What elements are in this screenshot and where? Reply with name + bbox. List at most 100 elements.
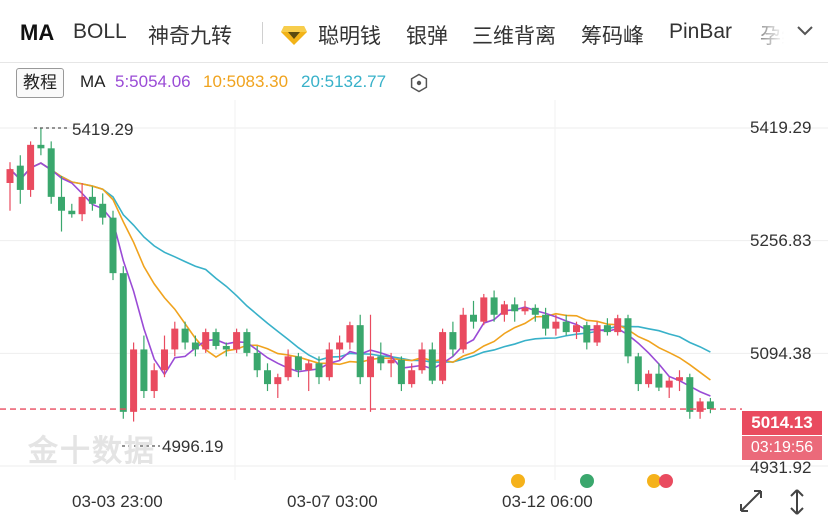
candle-body <box>367 356 374 378</box>
candle-body <box>109 217 117 274</box>
tab-bar-fade <box>742 2 802 60</box>
time-axis-label: 03-07 03:00 <box>287 492 378 511</box>
candle-body <box>294 356 302 371</box>
candle-body <box>624 318 632 357</box>
tab-magic-nine[interactable]: 神奇九转 <box>148 25 232 48</box>
candle-body <box>634 356 642 385</box>
candle-body <box>37 144 45 149</box>
price-axis-label: 5419.29 <box>750 118 812 137</box>
candle-body <box>161 349 168 371</box>
candle-body <box>233 332 241 350</box>
candle-body <box>6 169 14 183</box>
price-axis-label: 5256.83 <box>750 231 812 250</box>
candle-body <box>676 377 683 381</box>
candle-body <box>593 325 601 343</box>
candle-body <box>119 273 127 412</box>
event-dot[interactable] <box>647 474 661 488</box>
time-axis-label: 03-12 06:00 <box>502 492 593 511</box>
candle-body <box>665 380 673 388</box>
tab-silver-bullet[interactable]: 银弹 <box>406 25 448 48</box>
candle-body <box>171 328 179 350</box>
candle-body <box>542 314 550 329</box>
candle-body <box>490 297 498 315</box>
candle-body <box>686 377 694 412</box>
candlestick-chart[interactable] <box>0 100 828 480</box>
price-axis-label: 5094.38 <box>750 344 812 363</box>
candle-body <box>140 349 148 392</box>
candle-body <box>418 349 426 371</box>
candle-body <box>397 359 405 385</box>
candle-body <box>696 401 704 412</box>
candle-body <box>346 325 354 343</box>
candle-body <box>253 352 261 371</box>
tab-divider <box>262 22 263 44</box>
candle-body <box>377 356 385 364</box>
candle-body <box>16 165 24 190</box>
ma5-value: 5:5054.06 <box>115 72 191 91</box>
candle-body <box>531 307 539 315</box>
tab-ma[interactable]: MA <box>20 20 55 45</box>
candle-body <box>645 373 653 385</box>
candle-body <box>356 325 364 378</box>
settings-hex-icon[interactable] <box>409 73 429 98</box>
candle-body <box>305 363 313 371</box>
candle-body <box>181 328 189 343</box>
candle-body <box>449 332 457 350</box>
watermark: 金十数据 <box>28 435 156 468</box>
candle-body <box>222 345 230 350</box>
candle-body <box>325 349 333 378</box>
low-price-annotation: 4996.19 <box>162 437 224 456</box>
candle-body <box>150 370 158 392</box>
expand-icon[interactable] <box>738 488 764 519</box>
diamond-icon <box>281 24 307 51</box>
candle-body <box>428 349 436 381</box>
candle-body <box>274 377 282 385</box>
candle-body <box>459 314 467 350</box>
candle-countdown-badge: 03:19:56 <box>742 436 822 460</box>
candle-body <box>500 304 508 315</box>
ma10-value: 10:5083.30 <box>203 72 289 91</box>
candle-body <box>68 210 76 215</box>
tab-3d-divergence[interactable]: 三维背离 <box>472 25 556 48</box>
candle-body <box>58 196 65 211</box>
event-dot[interactable] <box>511 474 525 488</box>
candle-body <box>191 342 199 350</box>
chevron-down-icon[interactable] <box>793 18 817 47</box>
candle-body <box>614 318 622 333</box>
candle-body <box>387 359 395 364</box>
candle-body <box>521 307 529 312</box>
candle-body <box>88 196 96 204</box>
vertical-scale-icon[interactable] <box>788 488 806 521</box>
high-price-annotation: 5419.29 <box>72 120 134 139</box>
event-dot[interactable] <box>580 474 594 488</box>
event-dot[interactable] <box>659 474 673 488</box>
current-price-badge: 5014.13 <box>742 411 822 435</box>
candle-body <box>583 325 591 343</box>
candle-body <box>408 370 416 385</box>
candle-body <box>243 332 251 353</box>
tutorial-button[interactable]: 教程 <box>16 68 64 98</box>
candle-body <box>264 370 271 385</box>
candle-body <box>562 321 570 333</box>
candle-body <box>439 332 447 381</box>
indicator-tab-bar: MA BOLL 神奇九转 聪明钱 银弹 三维背离 筹码峰 PinBar 孕线 <box>0 0 828 63</box>
candle-body <box>655 373 663 388</box>
candle-body <box>336 342 344 350</box>
candle-body <box>552 321 560 329</box>
time-axis-label: 03-03 23:00 <box>72 492 163 511</box>
tab-boll[interactable]: BOLL <box>73 20 127 43</box>
tab-chip-peak[interactable]: 筹码峰 <box>581 25 644 48</box>
candle-body <box>511 304 519 312</box>
ma-indicator-name: MA <box>80 72 106 91</box>
candle-body <box>315 363 323 378</box>
tab-pinbar[interactable]: PinBar <box>669 20 733 43</box>
candle-body <box>47 148 55 197</box>
candle-body <box>284 356 292 378</box>
price-axis-label: 4931.92 <box>750 458 812 477</box>
candle-body <box>603 325 611 333</box>
tab-smart-money[interactable]: 聪明钱 <box>318 25 381 48</box>
candle-body <box>480 297 488 322</box>
candle-body <box>470 314 477 322</box>
candle-body <box>573 325 580 333</box>
candle-body <box>706 401 714 410</box>
